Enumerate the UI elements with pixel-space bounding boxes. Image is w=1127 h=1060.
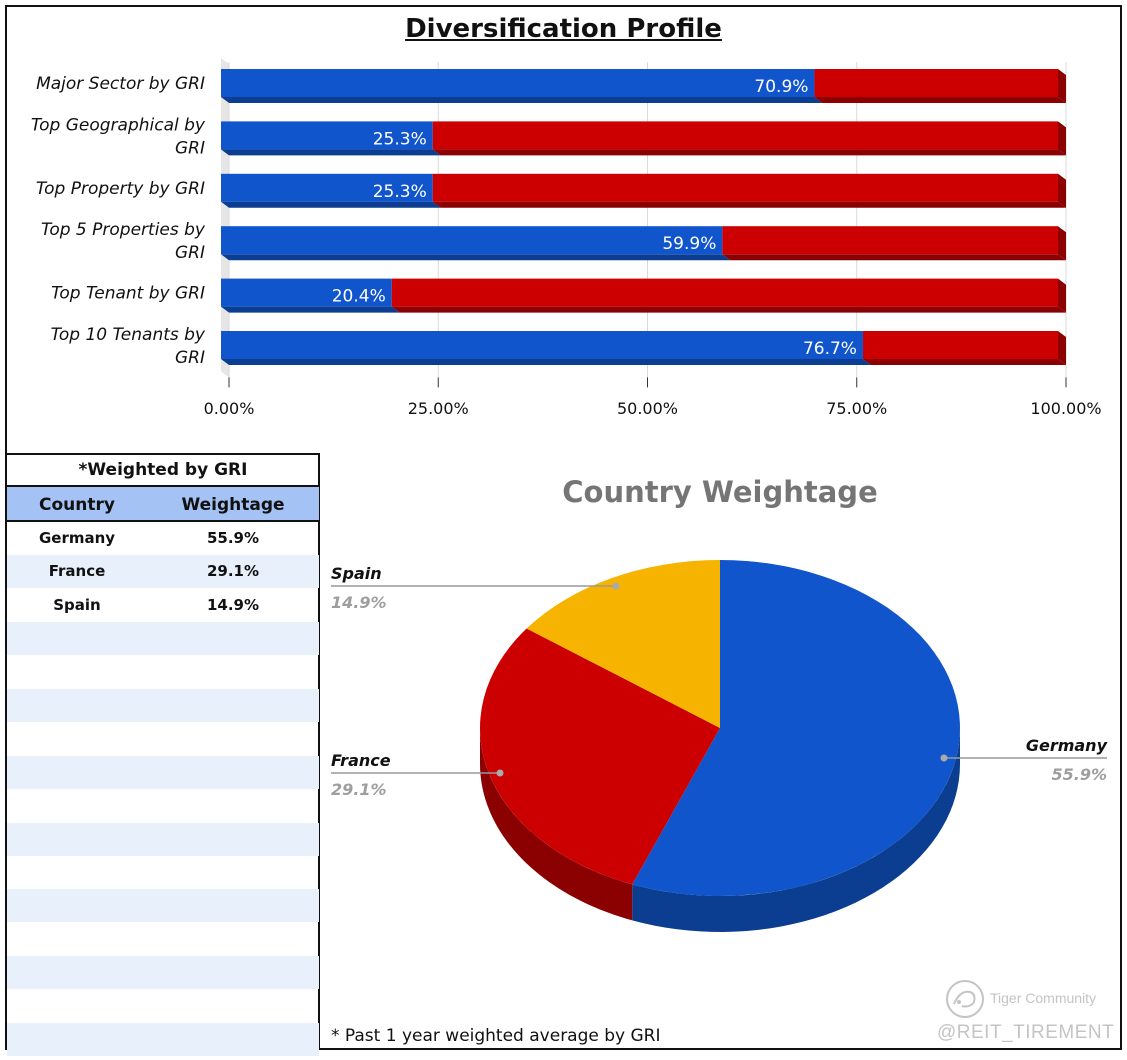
bar-1-3-bottom xyxy=(722,254,1066,261)
bar-1-1-end xyxy=(1058,121,1066,156)
bar-0-3 xyxy=(221,226,723,255)
x-tick-label-4: 100.00% xyxy=(1030,399,1101,418)
bar-label-3: 59.9% xyxy=(662,234,716,254)
category-label-4-0: Top Tenant by GRI xyxy=(51,284,205,304)
chart-side-wall xyxy=(221,58,229,378)
watermark-brand: Tiger Community xyxy=(990,990,1097,1006)
cell-country: Spain xyxy=(53,595,101,614)
bar-1-2-bottom xyxy=(432,201,1066,208)
cell-country: France xyxy=(48,562,106,581)
header-weightage: Weightage xyxy=(181,495,285,515)
table-row-empty xyxy=(7,622,319,656)
x-tick-label-0: 0.00% xyxy=(204,399,255,418)
category-label-2-0: Top Property by GRI xyxy=(36,179,205,199)
cell-weightage: 14.9% xyxy=(206,595,260,614)
category-label-5-0: Top 10 Tenants by xyxy=(51,325,206,345)
table-row-empty xyxy=(7,923,319,956)
bar-0-5-bottom xyxy=(221,359,871,365)
bar-1-4-end xyxy=(1058,278,1066,313)
bar-0-2 xyxy=(221,173,433,202)
bar-1-5-end xyxy=(1058,331,1066,365)
bar-label-5: 76.7% xyxy=(803,339,857,359)
category-label-5-1: GRI xyxy=(175,348,205,368)
bar-0-1-bottom xyxy=(221,149,441,156)
bar-0-4-bottom xyxy=(221,306,400,313)
table-frame xyxy=(5,453,320,1050)
category-label-1-1: GRI xyxy=(175,138,205,158)
bar-1-5 xyxy=(862,331,1058,359)
table-row: Germany 55.9% xyxy=(7,522,319,555)
table-row: France 29.1% xyxy=(7,555,319,589)
bar-label-0: 70.9% xyxy=(754,77,808,97)
table-row-empty xyxy=(7,956,319,990)
table-header-row: Country Weightage xyxy=(7,487,319,522)
bar-1-4-bottom xyxy=(391,306,1066,313)
table-row-empty xyxy=(7,990,319,1023)
table-row-empty xyxy=(7,689,319,722)
tiger-logo-icon xyxy=(946,980,984,1018)
watermark-handle: @REIT_TIREMENT xyxy=(937,1022,1115,1043)
table-row-empty xyxy=(7,656,319,689)
bar-0-2-bottom xyxy=(221,201,441,208)
table-row-empty xyxy=(7,856,319,889)
bar-1-4 xyxy=(391,278,1058,307)
bar-label-2: 25.3% xyxy=(373,182,427,202)
header-country: Country xyxy=(39,495,115,515)
cell-weightage: 29.1% xyxy=(206,562,260,581)
footnote: * Past 1 year weighted average by GRI xyxy=(331,1026,661,1046)
bar-1-0-bottom xyxy=(814,97,1066,103)
page-title: Diversification Profile xyxy=(405,14,722,44)
bar-1-5-bottom xyxy=(862,359,1066,365)
bar-1-1 xyxy=(432,121,1058,150)
category-label-3-0: Top 5 Properties by xyxy=(41,220,206,240)
bar-1-1-bottom xyxy=(432,149,1066,156)
table-caption: *Weighted by GRI xyxy=(7,454,319,487)
table-row-empty xyxy=(7,1023,319,1056)
x-tick-label-3: 75.00% xyxy=(826,399,887,418)
bar-0-3-bottom xyxy=(221,254,731,261)
x-tick-label-2: 50.00% xyxy=(617,399,678,418)
category-label-3-1: GRI xyxy=(175,243,205,263)
bar-1-2-end xyxy=(1058,173,1066,208)
table-row-empty xyxy=(7,822,319,856)
table-row-empty xyxy=(7,722,319,755)
table-row: Spain 14.9% xyxy=(7,589,319,622)
bar-0-0-bottom xyxy=(221,97,823,103)
bar-0-1 xyxy=(221,121,433,150)
bar-0-4 xyxy=(221,278,392,307)
bar-0-0 xyxy=(221,69,815,97)
bar-1-2 xyxy=(432,173,1058,202)
bar-label-1: 25.3% xyxy=(373,129,427,149)
bar-1-0-end xyxy=(1058,69,1066,103)
table-row-empty xyxy=(7,755,319,789)
cell-country: Germany xyxy=(38,529,116,547)
x-tick-label-1: 25.00% xyxy=(408,399,469,418)
bar-1-3-end xyxy=(1058,226,1066,261)
bar-chart: 0.00% 25.00% 50.00% 75.00% 100.00% 70.9% Major… xyxy=(31,58,1102,418)
table-row-empty xyxy=(7,889,319,923)
category-label-0-0: Major Sector by GRI xyxy=(36,74,205,94)
category-label-1-0: Top Geographical by xyxy=(31,115,206,135)
bar-0-5 xyxy=(221,331,863,359)
cell-weightage: 55.9% xyxy=(206,529,260,547)
table-row-empty xyxy=(7,789,319,822)
bar-1-0 xyxy=(814,69,1058,97)
bar-1-3 xyxy=(722,226,1058,255)
bar-label-4: 20.4% xyxy=(332,287,386,307)
